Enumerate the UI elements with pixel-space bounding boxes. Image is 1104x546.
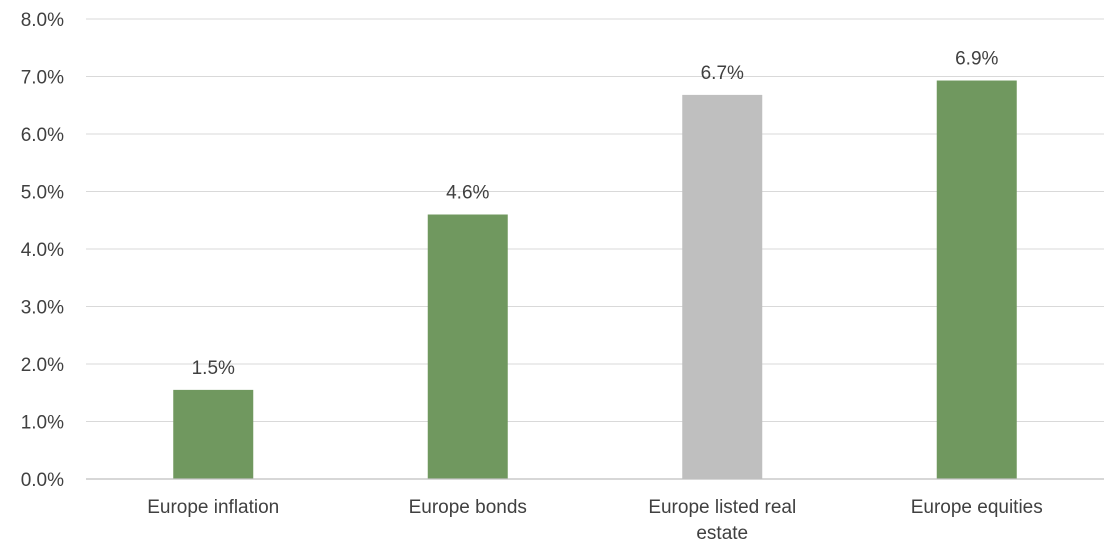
y-tick-label: 7.0% — [21, 68, 64, 89]
x-category-label: Europe listed real — [648, 497, 796, 518]
bar — [936, 80, 1017, 480]
y-axis-tick-labels: 0.0% 1.0% 2.0% 3.0% 4.0% 5.0% 6.0% 7.0% 8.0% — [21, 10, 64, 491]
y-tick-label: 8.0% — [21, 10, 64, 31]
data-label: 4.6% — [446, 183, 489, 204]
y-tick-label: 1.0% — [21, 413, 64, 434]
data-labels: 1.5% 4.6% 6.7% 6.9% — [192, 49, 999, 379]
x-category-label: Europe equities — [911, 497, 1043, 518]
data-label: 6.7% — [701, 63, 744, 84]
bar — [682, 94, 763, 480]
bar — [173, 389, 254, 479]
bars — [173, 80, 1017, 480]
y-tick-label: 3.0% — [21, 298, 64, 319]
bar — [427, 214, 508, 479]
y-tick-label: 0.0% — [21, 470, 64, 491]
y-tick-label: 2.0% — [21, 355, 64, 376]
x-category-label: Europe bonds — [409, 497, 527, 518]
data-label: 1.5% — [192, 358, 235, 379]
x-axis-category-labels: Europe inflation Europe bonds Europe liste… — [147, 497, 1043, 544]
y-tick-label: 5.0% — [21, 183, 64, 204]
x-category-label: Europe inflation — [147, 497, 279, 518]
x-category-label: estate — [696, 523, 748, 544]
y-tick-label: 6.0% — [21, 125, 64, 146]
y-tick-label: 4.0% — [21, 240, 64, 261]
gridlines — [86, 18, 1104, 422]
data-label: 6.9% — [955, 49, 998, 70]
